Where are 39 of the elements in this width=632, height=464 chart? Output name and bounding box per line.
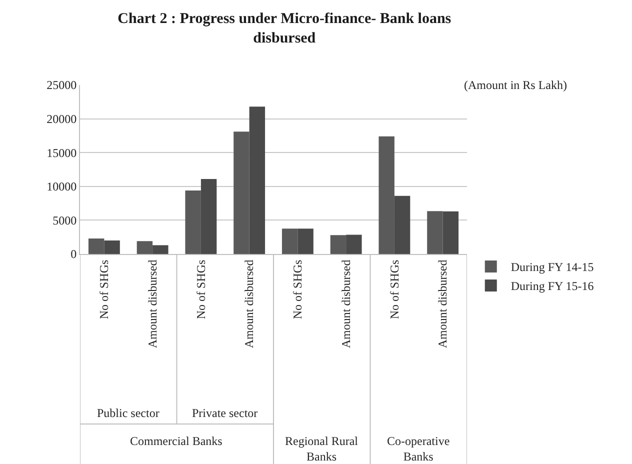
x-tick-label: No of SHGs xyxy=(194,259,208,320)
bar xyxy=(136,241,153,254)
x-tick-label: Amount disbursed xyxy=(338,260,353,348)
annotation: (Amount in Rs Lakh) xyxy=(464,78,567,92)
bar xyxy=(394,196,410,254)
bar xyxy=(152,245,168,254)
bar xyxy=(346,234,362,254)
y-tick-label: 5000 xyxy=(52,213,77,228)
legend-label: During FY 15-16 xyxy=(510,279,594,294)
x-tick-label: Amount disbursed xyxy=(436,260,450,348)
text: Private sector xyxy=(192,406,258,420)
bar xyxy=(88,238,104,254)
text: Regional Rural Banks xyxy=(285,434,359,464)
bar xyxy=(427,211,443,254)
y-tick-label: 0 xyxy=(70,247,77,262)
bar xyxy=(330,235,346,254)
x-tick-label: No of SHGs xyxy=(290,259,305,320)
x-tick-label: No of SHGs xyxy=(97,259,112,320)
bar xyxy=(298,228,314,254)
bar xyxy=(185,190,201,254)
chart-title: Chart 2 : Progress under Micro-finance- Bank loans disbursed xyxy=(118,11,452,47)
y-tick-label: 20000 xyxy=(46,112,77,126)
y-tick-label: 15000 xyxy=(46,146,77,160)
bar xyxy=(200,178,217,254)
x-tick-label: No of SHGs xyxy=(387,259,402,320)
legend-label: During FY 14-15 xyxy=(510,260,594,274)
bar xyxy=(442,211,459,254)
x-tick-label: Amount disbursed xyxy=(145,260,160,348)
y-tick-label: 25000 xyxy=(46,78,77,92)
y-tick-label: 10000 xyxy=(46,180,77,194)
bar xyxy=(104,240,120,254)
bar xyxy=(378,136,394,254)
text: Public sector xyxy=(97,406,160,420)
bar xyxy=(282,228,298,254)
bar xyxy=(234,132,250,254)
text: Commercial Banks xyxy=(130,434,223,448)
text: Co-operative Banks xyxy=(387,434,450,464)
bar xyxy=(249,106,266,254)
x-tick-label: Amount disbursed xyxy=(242,260,256,348)
